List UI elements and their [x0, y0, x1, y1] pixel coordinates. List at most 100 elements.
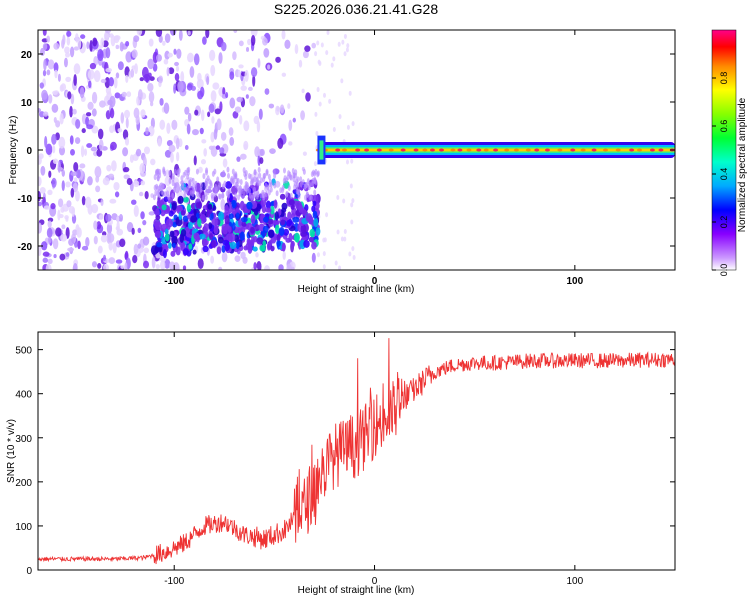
y-tick-label: 0	[26, 566, 32, 577]
colorbar-tick-label: 0.4	[719, 168, 729, 181]
ridge-mark	[259, 192, 263, 199]
ridge-mark	[221, 192, 225, 199]
noise-mark	[150, 101, 154, 107]
noise-mark	[137, 227, 142, 234]
colorbar-tick-label: 0.2	[719, 216, 729, 229]
noise-mark	[282, 251, 286, 260]
ridge-mark	[181, 182, 185, 189]
noise-mark	[311, 252, 316, 263]
ridge-mark	[250, 226, 255, 234]
ridge-mark	[302, 168, 306, 175]
ridge-mark	[313, 189, 317, 196]
ridge-mark	[252, 186, 256, 193]
noise-mark	[53, 42, 60, 50]
noise-mark	[87, 176, 93, 186]
noise-mark	[278, 264, 284, 270]
ridge-mark	[182, 196, 189, 203]
noise-mark	[118, 213, 124, 222]
noise-mark	[200, 109, 205, 122]
noise-mark	[85, 116, 90, 127]
noise-mark	[45, 263, 52, 270]
noise-mark	[166, 139, 173, 147]
snr-x-label: Height of straight line (km)	[298, 585, 415, 596]
noise-mark	[197, 258, 204, 270]
noise-mark	[106, 222, 113, 235]
noise-mark	[73, 177, 78, 183]
noise-mark	[100, 234, 108, 243]
ridge-mark	[310, 231, 315, 238]
ridge-mark	[171, 235, 178, 246]
noise-mark	[143, 146, 151, 155]
ridge-mark	[303, 240, 310, 248]
ridge-mark	[305, 181, 309, 188]
ridge-mark	[207, 178, 211, 185]
noise-mark	[263, 47, 270, 58]
ridge-mark	[231, 221, 236, 231]
noise-mark	[104, 30, 112, 34]
noise-mark	[220, 198, 226, 211]
ridge-mark	[265, 207, 272, 213]
ridge-mark	[226, 172, 230, 179]
noise-mark	[186, 83, 193, 91]
noise-mark	[68, 238, 74, 246]
noise-mark	[351, 198, 355, 204]
noise-mark	[51, 133, 57, 145]
noise-mark	[113, 76, 118, 89]
ridge-mark	[228, 213, 234, 220]
noise-mark	[187, 112, 192, 122]
noise-mark	[148, 91, 155, 103]
carrier-peak	[544, 148, 550, 152]
noise-mark	[148, 211, 155, 216]
carrier-peak	[557, 148, 563, 152]
ridge-mark	[238, 219, 242, 227]
noise-mark	[311, 42, 317, 49]
snr-y-label: SNR (10 * v/v)	[6, 419, 17, 483]
noise-mark	[239, 115, 243, 125]
noise-mark	[39, 186, 46, 194]
ridge-mark	[288, 199, 295, 206]
noise-mark	[132, 254, 138, 264]
noise-mark	[250, 34, 256, 46]
y-tick-label: 500	[15, 346, 32, 357]
ridge-mark	[155, 214, 161, 221]
noise-mark	[320, 42, 324, 48]
noise-mark	[93, 220, 98, 230]
noise-mark	[73, 161, 79, 172]
noise-mark	[105, 47, 111, 59]
noise-mark	[243, 143, 248, 151]
ridge-mark	[270, 205, 275, 215]
ridge-mark	[295, 235, 300, 243]
ridge-mark	[283, 228, 290, 236]
ridge-mark	[262, 194, 266, 201]
noise-mark	[91, 108, 97, 117]
carrier-peak	[422, 148, 428, 152]
noise-mark	[215, 145, 221, 150]
noise-mark	[148, 38, 154, 47]
ridge-mark	[171, 173, 175, 180]
spectrogram-x-label: Height of straight line (km)	[298, 284, 415, 295]
ridge-mark	[278, 226, 285, 236]
noise-mark	[75, 169, 81, 179]
ridge-mark	[162, 183, 166, 190]
noise-mark	[155, 54, 162, 62]
noise-mark	[74, 137, 81, 144]
ridge-mark	[288, 218, 293, 226]
noise-mark	[50, 203, 56, 210]
noise-mark	[178, 30, 183, 41]
noise-mark	[93, 235, 98, 245]
ridge-mark	[184, 226, 191, 234]
noise-mark	[250, 67, 258, 78]
noise-mark	[250, 30, 258, 37]
noise-mark	[42, 69, 47, 77]
noise-mark	[322, 264, 326, 270]
ridge-mark	[298, 204, 304, 213]
ridge-mark	[269, 201, 275, 207]
ridge-mark	[186, 173, 190, 180]
noise-mark	[46, 227, 53, 239]
noise-mark	[98, 139, 104, 152]
noise-mark	[229, 136, 235, 146]
ridge-mark	[247, 244, 253, 254]
noise-mark	[59, 253, 66, 261]
noise-mark	[275, 105, 280, 116]
noise-mark	[343, 228, 347, 234]
